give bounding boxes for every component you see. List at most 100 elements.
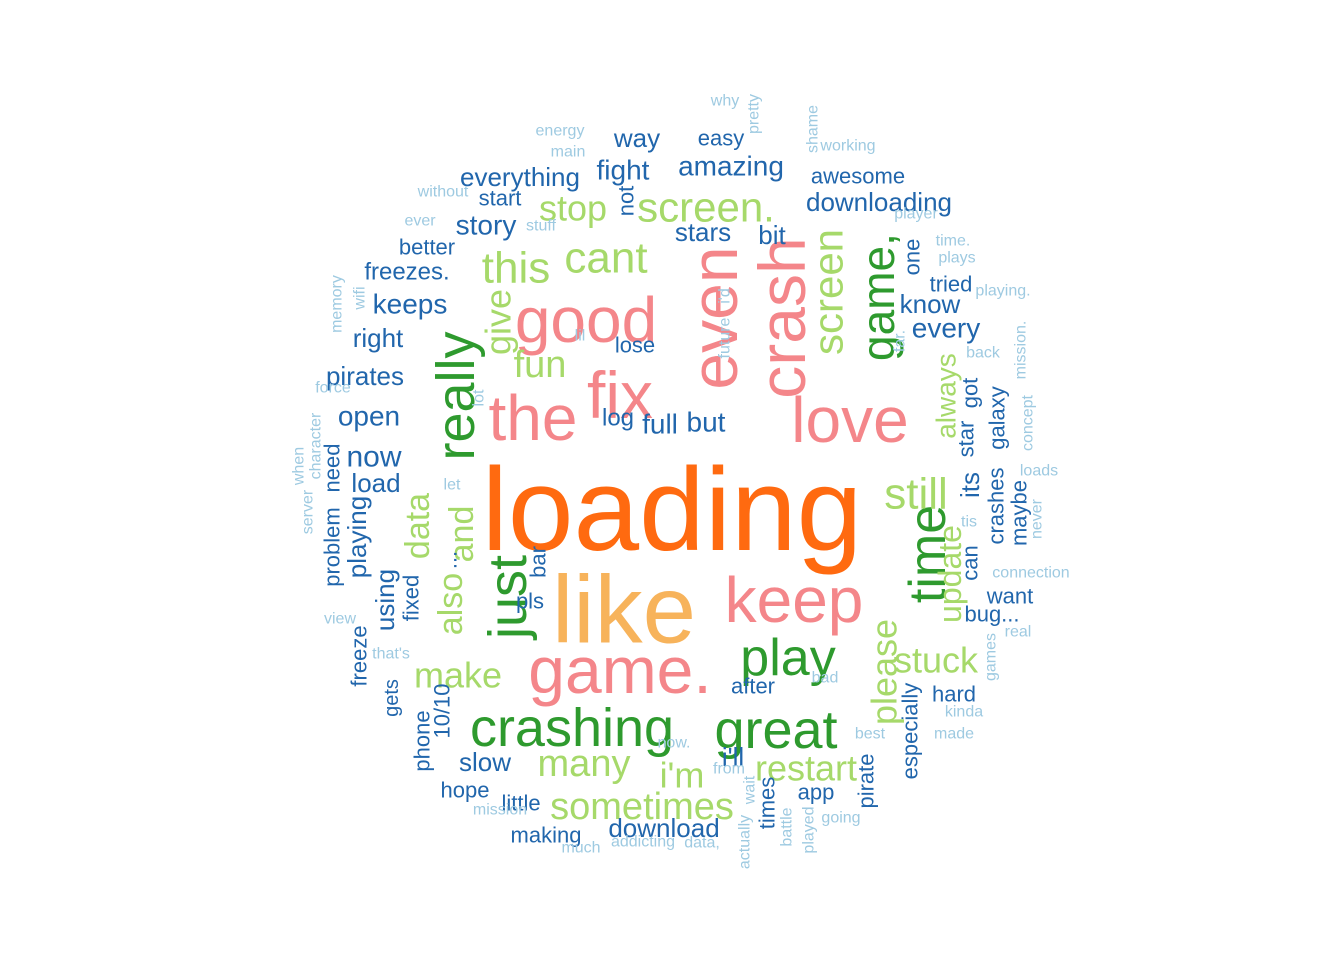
word-future: future <box>717 317 734 358</box>
word-downloading: downloading <box>806 187 952 217</box>
word-give: give <box>478 289 519 355</box>
word-loads: loads <box>1020 463 1058 480</box>
word-need: need <box>320 444 345 493</box>
word-good: good <box>515 284 657 356</box>
word-pirate: pirate <box>854 753 879 808</box>
word-now: now. <box>658 735 691 752</box>
word-when: when <box>291 447 308 486</box>
word-mission: mission <box>473 802 527 819</box>
word-play: play <box>740 629 835 687</box>
word-restart: restart <box>755 748 857 789</box>
word-still: still <box>884 470 948 519</box>
word-little: little <box>501 791 540 816</box>
word-bit: bit <box>758 220 786 250</box>
word-its: its <box>955 472 985 498</box>
word-app: app <box>798 780 835 805</box>
word-screen: screen <box>805 229 852 355</box>
word-server: server <box>300 489 317 534</box>
word-plays: plays <box>938 250 975 267</box>
word-start: start <box>479 186 522 211</box>
word-download: download <box>608 813 719 843</box>
word-that-s: that's <box>372 646 410 663</box>
word-wait: wait <box>742 775 759 805</box>
word-i-m: i'm <box>660 755 705 796</box>
word-tis: tis <box>961 514 977 531</box>
word-everything: everything <box>460 162 580 192</box>
word-stop: stop <box>539 188 607 229</box>
word-lil: lil <box>575 328 586 345</box>
word-playing: playing. <box>975 283 1030 300</box>
word-from: from <box>713 761 745 778</box>
word-but: but <box>687 407 726 438</box>
word-never: never <box>1029 498 1046 539</box>
word-crash: crash <box>745 237 819 398</box>
word-character: character <box>308 412 325 479</box>
word-i-d: i'd <box>717 288 734 304</box>
word-maybe: maybe <box>1007 480 1032 546</box>
word-cant: cant <box>564 234 647 283</box>
word-got: got <box>958 378 983 409</box>
word-back: back <box>966 345 1001 362</box>
word-stars: stars <box>675 217 731 247</box>
word-stuck: stuck <box>894 640 979 681</box>
word-view: view <box>324 611 356 628</box>
word-not: not <box>614 186 639 217</box>
word-lose: lose <box>615 333 655 358</box>
word-many: many <box>538 743 631 785</box>
word-pretty: pretty <box>746 94 763 134</box>
word-mission: mission. <box>1013 321 1030 380</box>
word-make: make <box>414 655 502 696</box>
word-the: the <box>489 382 578 454</box>
word-amazing: amazing <box>678 151 784 182</box>
word-story: story <box>456 210 517 241</box>
word-playing: playing <box>342 496 372 578</box>
word-force: force <box>315 380 351 397</box>
word-after: after <box>731 674 775 699</box>
word-addicting: addicting <box>611 834 675 851</box>
word-screen: screen. <box>637 184 775 231</box>
word-freeze: freeze <box>347 625 372 686</box>
word-crashing: crashing <box>470 698 674 758</box>
word-pls: pls <box>516 589 544 614</box>
word-battle: battle <box>779 807 796 846</box>
word-best: best <box>855 726 886 743</box>
word-fixed: fixed <box>399 575 424 621</box>
word-times: times <box>755 777 780 830</box>
word-tried: tried <box>930 272 973 297</box>
word-phone: phone <box>410 710 435 771</box>
word-every: every <box>912 313 980 344</box>
word-time: time. <box>936 233 971 250</box>
word-star: star <box>954 421 979 458</box>
word-log: log <box>602 405 634 432</box>
word-sometimes: sometimes <box>550 786 734 828</box>
word-energy: energy <box>536 123 585 140</box>
word-hard: hard <box>932 682 976 707</box>
word-keep: keep <box>725 564 864 636</box>
word-really: really <box>426 331 486 460</box>
word-bad: bad <box>812 670 839 687</box>
word-open: open <box>338 401 400 432</box>
word-data: data <box>399 493 437 559</box>
word-bar: bar <box>526 546 551 578</box>
word-much: much <box>561 840 600 857</box>
word-keeps: keeps <box>373 289 448 320</box>
word-shame: shame <box>805 105 822 153</box>
word-right: right <box>353 323 404 353</box>
word-stuff: stuff <box>526 218 557 235</box>
word-better: better <box>399 235 455 260</box>
word-fix: fix <box>587 358 653 432</box>
word-update: update <box>932 525 968 623</box>
word-ever: ever <box>404 213 436 230</box>
word-fight: fight <box>597 155 650 186</box>
word-without: without <box>417 184 469 201</box>
word-loading: loading <box>482 444 863 576</box>
word-know: know <box>900 289 961 319</box>
word-game: game, <box>852 233 904 361</box>
word-always: always <box>931 353 962 439</box>
word-using: using <box>370 569 400 631</box>
word-galaxy: galaxy <box>985 386 1010 450</box>
word-concept: concept <box>1020 394 1037 451</box>
word-please: please <box>864 619 905 725</box>
word-one: one <box>900 239 925 276</box>
